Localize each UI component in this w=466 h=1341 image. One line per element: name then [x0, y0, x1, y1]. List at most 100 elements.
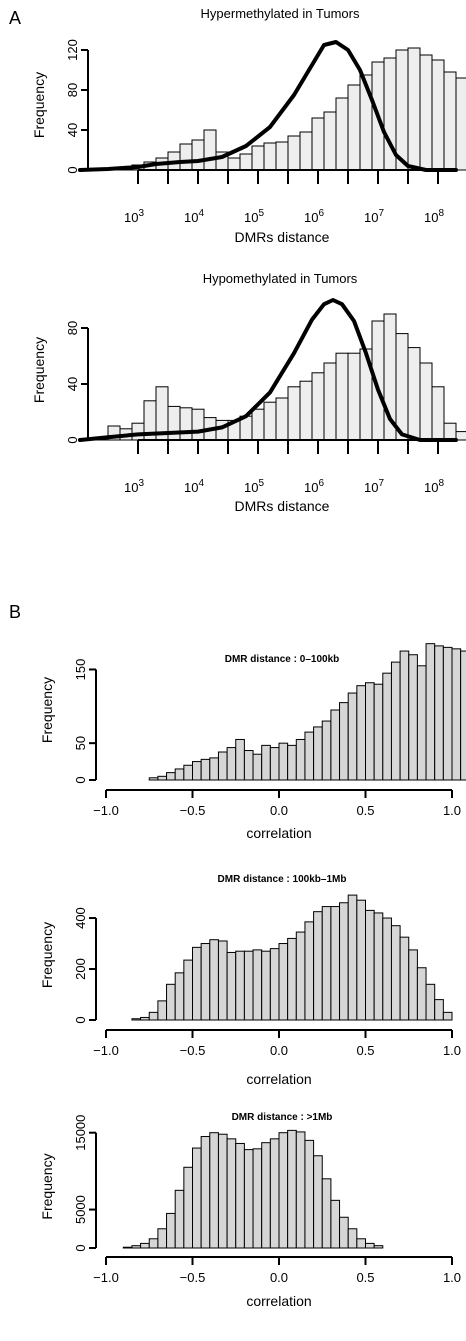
x-axis-label: correlation [246, 825, 311, 841]
y-tick-label: 400 [73, 907, 88, 929]
bar [192, 946, 202, 1021]
x-tick-label: 107 [364, 478, 384, 495]
bar [217, 1133, 228, 1249]
bar [347, 352, 361, 441]
x-axis: 103 104 105 106 107 108 [124, 169, 444, 225]
bar [425, 643, 436, 781]
bar [217, 751, 228, 781]
bar [191, 139, 205, 171]
bar [313, 911, 323, 1021]
bar [243, 1149, 254, 1249]
bar [295, 1131, 306, 1249]
bar [408, 949, 418, 1021]
bar [323, 362, 337, 441]
bar [419, 362, 433, 441]
bar [261, 744, 271, 781]
bar [304, 731, 315, 781]
bar [278, 742, 289, 781]
bar [252, 949, 263, 1021]
bar [251, 145, 265, 171]
bar [451, 648, 462, 781]
bar [287, 744, 297, 781]
bar [275, 397, 289, 441]
chart-title: DMR distance : >1Mb [232, 1112, 333, 1123]
x-tick-label: 0.5 [356, 1270, 374, 1285]
bar [287, 135, 301, 171]
bar [323, 111, 337, 171]
bar [365, 909, 375, 1021]
bar [131, 1018, 142, 1021]
x-tick-label: 0.5 [356, 803, 374, 818]
x-axis-label: correlation [246, 1293, 311, 1309]
bar [235, 738, 245, 781]
histogram-over-1mb: DMR distance : >1Mb 0 5000 15000 Frequency −1… [39, 1112, 461, 1309]
bar [235, 950, 245, 1021]
bar [157, 775, 168, 781]
bar [356, 1238, 367, 1249]
bar [390, 925, 401, 1021]
y-tick-label: 0 [73, 776, 88, 783]
bar [243, 750, 254, 781]
bar [330, 906, 341, 1021]
bar [431, 386, 445, 441]
bar [455, 77, 466, 171]
bar [209, 1132, 219, 1249]
y-axis-label: Frequency [31, 72, 47, 138]
bar [431, 59, 445, 171]
histogram-hypomethylated: Hypomethylated in Tumors 0 40 80 Frequency 10… [31, 271, 466, 514]
bar [356, 899, 367, 1021]
x-tick-label: 108 [424, 478, 444, 495]
bar [365, 1242, 375, 1249]
bar [263, 401, 277, 441]
bar [321, 720, 332, 781]
y-tick-label: 150 [73, 659, 88, 681]
x-tick-label: 0.5 [356, 1043, 374, 1058]
chart-title: Hypermethylated in Tumors [201, 6, 360, 21]
bar [390, 661, 401, 781]
bar [442, 1011, 453, 1021]
bar [122, 1246, 133, 1249]
x-tick-label: −0.5 [180, 1270, 206, 1285]
bar [226, 951, 237, 1021]
bar [269, 1138, 280, 1249]
bars [131, 47, 466, 171]
bar [347, 692, 358, 781]
chart-title: DMR distance : 0–100kb [225, 654, 340, 665]
bar [209, 939, 219, 1021]
x-tick-label: 1.0 [443, 1043, 461, 1058]
bar [192, 1147, 202, 1249]
bar [419, 54, 433, 171]
x-tick-label: −0.5 [180, 1043, 206, 1058]
density-curve [78, 40, 458, 172]
bar [373, 683, 384, 781]
bar [356, 685, 367, 781]
x-tick-label: 105 [244, 208, 264, 225]
x-tick-label: 0.0 [270, 803, 288, 818]
x-tick-label: 105 [244, 478, 264, 495]
x-tick-label: −0.5 [180, 803, 206, 818]
bar [226, 1138, 237, 1249]
y-axis-label: Frequency [39, 1153, 55, 1219]
bar [157, 1228, 168, 1249]
bar [373, 912, 384, 1021]
bar [425, 983, 436, 1021]
bar [261, 950, 271, 1021]
bar [434, 645, 444, 781]
x-axis: −1.0 −0.5 0.0 0.5 1.0 [93, 1256, 461, 1285]
bar [174, 1189, 185, 1249]
bar [330, 1199, 341, 1249]
x-tick-label: 106 [304, 478, 324, 495]
bar [287, 1129, 297, 1249]
bar [347, 894, 358, 1021]
bar [395, 49, 409, 171]
x-tick-label: 104 [184, 208, 204, 225]
bar [166, 1212, 176, 1249]
bar [200, 943, 211, 1021]
y-tick-label: 0 [73, 1016, 88, 1023]
x-axis: −1.0 −0.5 0.0 0.5 1.0 [93, 1029, 461, 1058]
bar [287, 386, 301, 441]
x-tick-label: 104 [184, 478, 204, 495]
y-tick-label: 0 [73, 1244, 88, 1251]
x-tick-label: 0.0 [270, 1270, 288, 1285]
y-tick-label: 50 [73, 736, 88, 750]
